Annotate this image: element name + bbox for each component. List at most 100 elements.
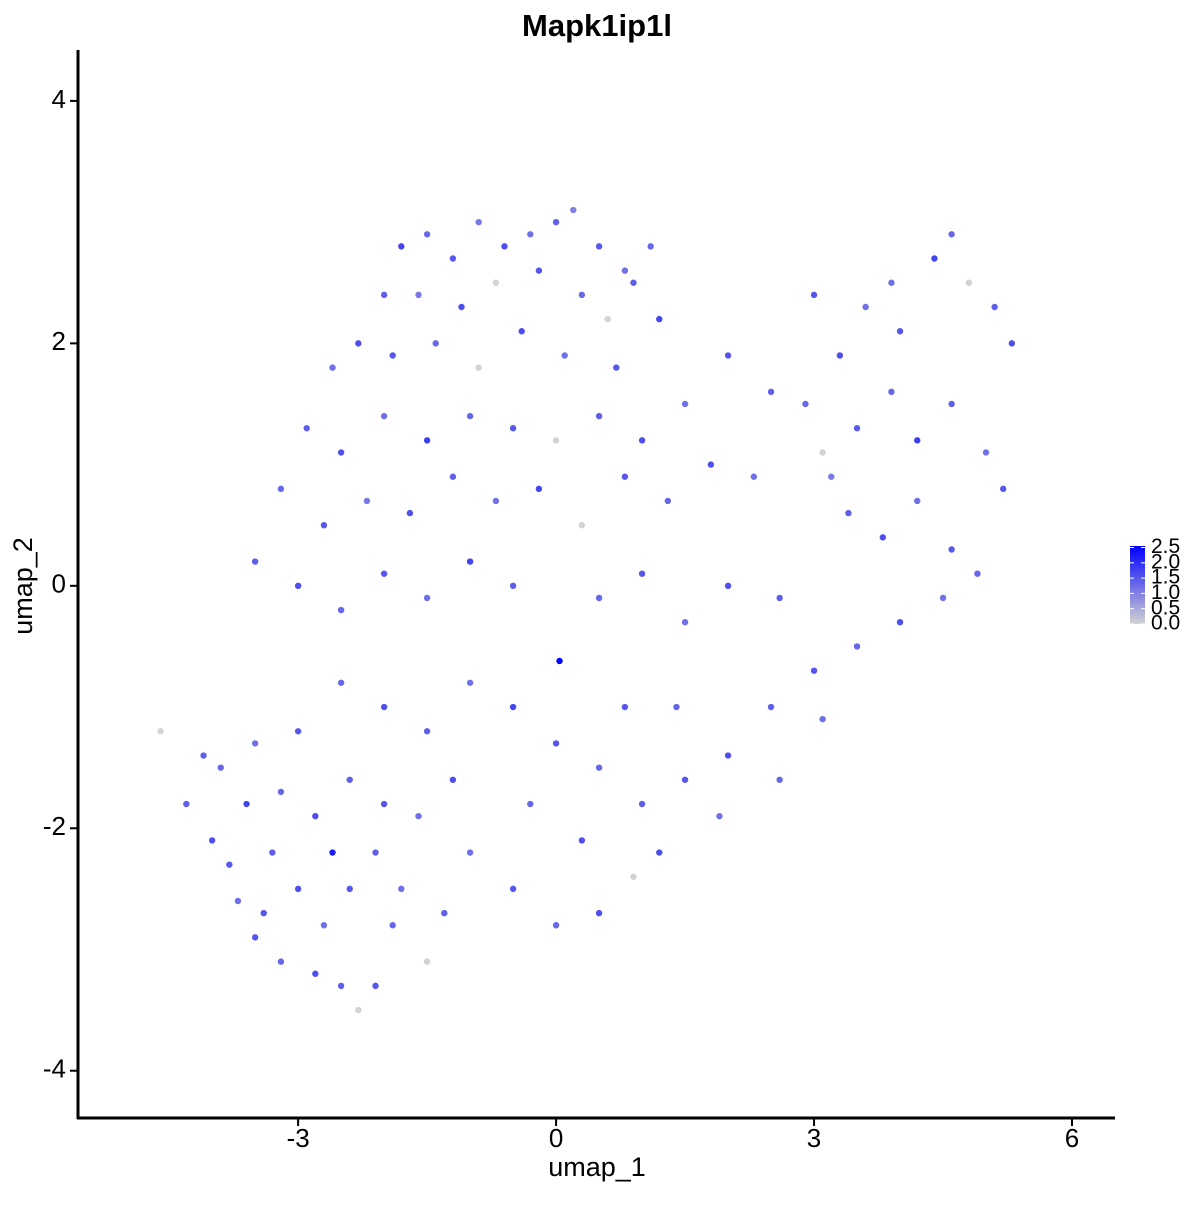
colorbar: [1130, 546, 1145, 624]
point: [415, 812, 422, 820]
point: [681, 776, 689, 783]
point: [509, 582, 517, 590]
point: [819, 449, 826, 456]
point: [836, 352, 844, 359]
y-tick-label: -2: [43, 811, 66, 841]
point: [355, 340, 362, 347]
y-axis-label: umap_2: [8, 537, 38, 635]
point: [398, 243, 405, 250]
point: [991, 303, 998, 311]
point: [948, 400, 955, 408]
point: [673, 703, 680, 711]
point: [337, 982, 345, 990]
point: [380, 291, 388, 299]
point: [312, 970, 319, 977]
point: [432, 340, 439, 347]
point: [329, 364, 336, 371]
point: [724, 352, 732, 359]
point: [802, 400, 809, 408]
point: [948, 231, 955, 238]
point: [535, 485, 543, 493]
point: [879, 534, 887, 541]
point: [320, 522, 328, 529]
point: [630, 279, 637, 286]
point: [243, 800, 250, 808]
point: [776, 594, 783, 602]
point: [656, 315, 663, 323]
point: [389, 352, 396, 359]
point: [372, 849, 379, 856]
point: [810, 667, 818, 674]
colorbar-tick-label: 2.0: [1151, 550, 1180, 573]
point: [819, 715, 826, 723]
point: [380, 412, 388, 420]
point: [681, 618, 689, 626]
point: [613, 364, 620, 371]
point: [363, 497, 371, 505]
x-axis-label: umap_1: [548, 1152, 646, 1182]
point: [561, 352, 568, 359]
point: [621, 267, 629, 274]
point: [294, 728, 302, 735]
point: [466, 849, 474, 856]
point: [810, 291, 818, 299]
point: [724, 582, 732, 590]
x-tick-label: 6: [1065, 1123, 1079, 1153]
point: [380, 800, 388, 808]
point: [604, 315, 611, 323]
point: [853, 425, 861, 432]
point: [372, 982, 379, 990]
point: [552, 740, 560, 747]
points: [157, 206, 1016, 1014]
point: [466, 412, 474, 420]
point: [707, 461, 715, 468]
point: [492, 497, 500, 505]
y-tick-label: 0: [52, 569, 66, 599]
point: [277, 485, 285, 493]
point: [982, 449, 990, 456]
point: [277, 788, 285, 796]
point: [888, 279, 895, 286]
point: [527, 800, 534, 808]
point: [389, 922, 396, 929]
point: [888, 388, 895, 396]
point: [183, 800, 190, 808]
point: [423, 728, 431, 735]
point: [260, 909, 267, 917]
point: [896, 618, 904, 626]
point: [449, 255, 457, 262]
point: [329, 849, 336, 856]
point: [1000, 485, 1007, 493]
colorbar-tick-label: 1.5: [1151, 566, 1180, 589]
point: [423, 958, 431, 965]
point: [415, 291, 422, 299]
point: [974, 570, 981, 577]
point: [226, 861, 233, 868]
point: [630, 873, 637, 880]
point: [535, 267, 543, 274]
colorbar-tick-label: 1.0: [1151, 581, 1180, 604]
point: [914, 497, 921, 505]
colorbar-tick-label: 0.0: [1151, 612, 1180, 635]
point: [556, 657, 563, 665]
point: [441, 909, 448, 917]
point: [312, 812, 319, 820]
point: [303, 425, 310, 432]
point: [767, 388, 775, 396]
point: [681, 400, 689, 408]
point: [828, 473, 835, 480]
point: [423, 594, 431, 602]
point: [1008, 340, 1016, 347]
point: [346, 776, 353, 783]
point: [647, 243, 654, 250]
point: [337, 606, 345, 614]
point: [406, 509, 414, 517]
point: [716, 812, 723, 820]
point: [294, 885, 302, 893]
point: [914, 437, 921, 444]
point: [776, 776, 783, 783]
point: [896, 328, 904, 335]
x-tick-label: -3: [287, 1123, 310, 1153]
point: [251, 558, 259, 565]
